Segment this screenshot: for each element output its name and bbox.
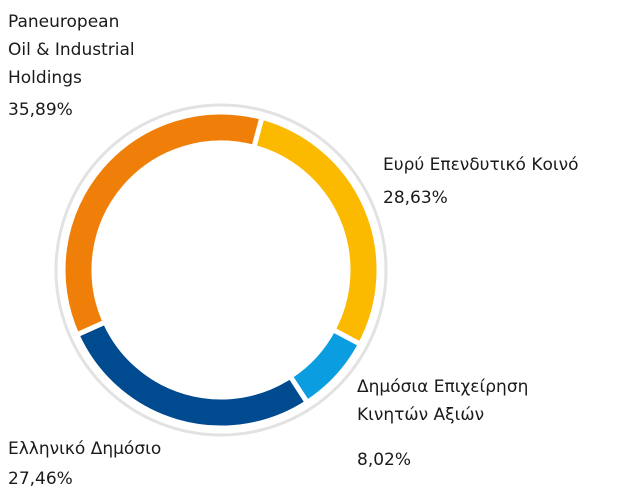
value-label: 8,02% (357, 450, 412, 470)
category-label: Ελληνικό Δημόσιο (8, 439, 162, 459)
donut-segment (60, 109, 265, 339)
category-label: Paneuropean Oil & Industrial Holdings (8, 12, 135, 88)
donut-segment (73, 318, 311, 431)
outer-ring (54, 103, 388, 437)
category-label: Ευρύ Επενδυτικό Κοινό (383, 155, 579, 175)
value-label: 35,89% (8, 100, 73, 120)
value-label: 28,63% (383, 188, 448, 208)
donut-segment (250, 114, 382, 348)
category-label: Δημόσια Επιχείρηση Κινητών Αξιών (357, 377, 529, 425)
value-label: 27,46% (8, 469, 73, 489)
